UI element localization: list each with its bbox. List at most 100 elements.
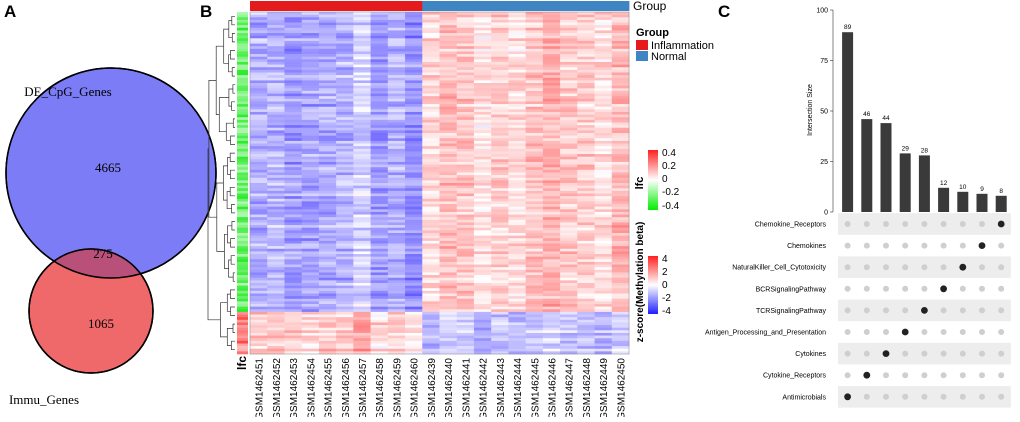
heatmap-cell bbox=[387, 338, 406, 342]
heatmap-cell bbox=[250, 96, 268, 100]
heatmap-cell bbox=[318, 177, 337, 181]
heatmap-cell bbox=[456, 309, 475, 313]
heatmap-cell bbox=[250, 293, 268, 297]
heatmap-cell bbox=[267, 343, 285, 347]
upset-dot bbox=[921, 329, 928, 335]
heatmap-cell bbox=[387, 298, 406, 302]
heatmap-cell bbox=[594, 130, 613, 134]
heatmap-cell bbox=[473, 298, 492, 302]
heatmap-cell bbox=[439, 35, 458, 39]
heatmap-cell bbox=[456, 304, 475, 307]
heatmap-cell bbox=[336, 288, 354, 292]
heatmap-cell bbox=[267, 304, 285, 307]
heatmap-cell bbox=[594, 67, 613, 71]
zscore-legend-colorbar bbox=[648, 256, 658, 314]
heatmap-cell bbox=[267, 30, 285, 34]
heatmap-cell bbox=[594, 127, 613, 131]
heatmap-cell bbox=[439, 127, 458, 131]
heatmap-cell bbox=[318, 48, 337, 52]
heatmap-cell bbox=[456, 325, 475, 328]
heatmap-cell bbox=[301, 204, 320, 207]
heatmap-cell bbox=[473, 351, 492, 355]
heatmap-cell bbox=[456, 96, 475, 100]
heatmap-cell bbox=[318, 43, 337, 47]
heatmap-cell bbox=[439, 175, 458, 179]
lfc-cell bbox=[237, 67, 248, 71]
heatmap-cell bbox=[318, 219, 337, 223]
heatmap-cell bbox=[353, 272, 371, 276]
heatmap-cell bbox=[611, 277, 630, 281]
heatmap-cell bbox=[250, 56, 268, 60]
heatmap-cell bbox=[542, 317, 561, 321]
heatmap-cell bbox=[542, 138, 561, 142]
heatmap-cell bbox=[525, 151, 544, 155]
heatmap-cell bbox=[250, 248, 268, 252]
heatmap-cell bbox=[370, 304, 389, 307]
heatmap-cell bbox=[560, 327, 578, 331]
heatmap-cell bbox=[611, 246, 630, 250]
heatmap-cell bbox=[577, 88, 595, 92]
heatmap-cell bbox=[387, 259, 406, 263]
heatmap-cell bbox=[370, 267, 389, 271]
heatmap-cell bbox=[370, 40, 389, 44]
heatmap-cell bbox=[267, 317, 285, 321]
heatmap-cell bbox=[473, 146, 492, 150]
heatmap-cell bbox=[405, 64, 423, 68]
heatmap-cell bbox=[370, 122, 389, 126]
heatmap-cell bbox=[508, 51, 527, 55]
heatmap-cell bbox=[594, 17, 613, 21]
heatmap-cell bbox=[318, 117, 337, 121]
heatmap-cell bbox=[611, 114, 630, 118]
lfc-legend-colorbar bbox=[648, 150, 658, 210]
heatmap-cell bbox=[405, 151, 423, 155]
heatmap-cell bbox=[542, 332, 561, 336]
heatmap-cell bbox=[542, 246, 561, 250]
heatmap-cell bbox=[284, 319, 303, 323]
heatmap-cell bbox=[250, 88, 268, 92]
heatmap-cell bbox=[491, 175, 509, 179]
heatmap-cell bbox=[542, 314, 561, 318]
dendrogram-branch bbox=[223, 28, 229, 64]
heatmap-cell bbox=[370, 35, 389, 39]
heatmap-cell bbox=[422, 301, 440, 305]
dendrogram-branch bbox=[231, 101, 235, 111]
upset-dot bbox=[844, 329, 851, 335]
heatmap-cell bbox=[525, 225, 544, 229]
heatmap-cell bbox=[456, 343, 475, 347]
upset-dot bbox=[902, 350, 909, 357]
heatmap-cell bbox=[560, 72, 578, 76]
heatmap-cell bbox=[387, 193, 406, 197]
heatmap-cell bbox=[525, 319, 544, 323]
heatmap-cell bbox=[267, 267, 285, 271]
heatmap-cell bbox=[525, 230, 544, 234]
heatmap-cell bbox=[542, 56, 561, 60]
heatmap-cell bbox=[267, 106, 285, 110]
heatmap-cell bbox=[491, 296, 509, 300]
heatmap-cell bbox=[560, 83, 578, 86]
heatmap-cell bbox=[577, 46, 595, 50]
heatmap-cell bbox=[439, 43, 458, 47]
upset-dot bbox=[863, 242, 870, 249]
heatmap-cell bbox=[439, 106, 458, 110]
heatmap-cell bbox=[577, 327, 595, 331]
heatmap-cell bbox=[353, 314, 371, 318]
heatmap-cell bbox=[405, 348, 423, 352]
heatmap-cell bbox=[491, 235, 509, 239]
heatmap-cell bbox=[473, 277, 492, 281]
heatmap-cell bbox=[301, 148, 320, 152]
heatmap-cell bbox=[267, 293, 285, 297]
heatmap-cell bbox=[370, 69, 389, 73]
lfc-cell bbox=[237, 251, 248, 255]
venn-count-only-immu: 1065 bbox=[88, 316, 114, 331]
heatmap-cell bbox=[336, 317, 354, 321]
heatmap-cell bbox=[387, 146, 406, 150]
heatmap-cell bbox=[508, 143, 527, 147]
heatmap-cell bbox=[456, 127, 475, 131]
heatmap-cell bbox=[439, 225, 458, 229]
heatmap-cell bbox=[267, 214, 285, 218]
heatmap-cell bbox=[594, 77, 613, 81]
heatmap-cell bbox=[301, 280, 320, 284]
heatmap-cell bbox=[370, 319, 389, 323]
heatmap-cell bbox=[508, 198, 527, 202]
heatmap-cell bbox=[542, 301, 561, 305]
